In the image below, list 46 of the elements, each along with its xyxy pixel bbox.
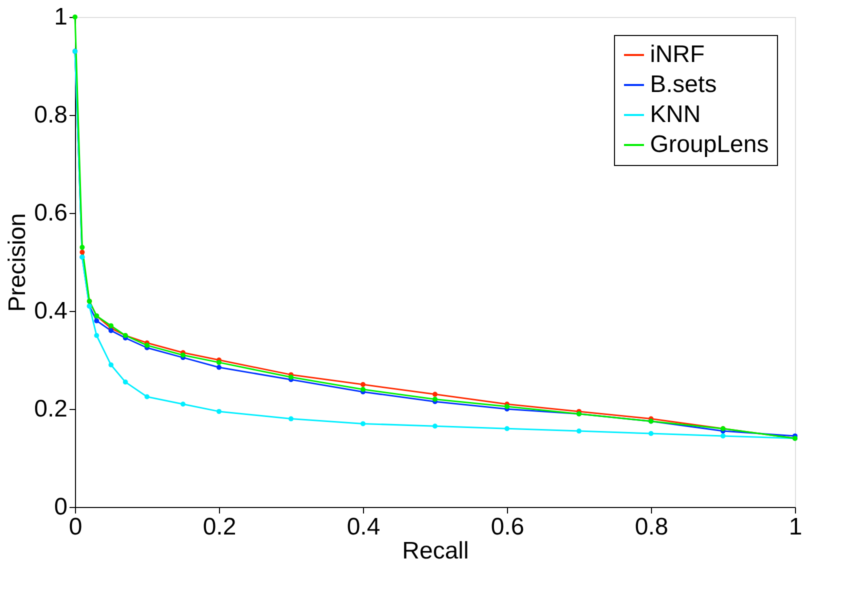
point: [720, 433, 726, 438]
point: [108, 362, 114, 368]
y-tick-label: 1: [54, 4, 68, 30]
point: [576, 428, 582, 434]
point: [80, 244, 85, 250]
point: [72, 14, 78, 20]
y-axis-title: Precision: [4, 213, 32, 312]
point: [648, 431, 654, 436]
point: [180, 402, 186, 407]
legend-label: B.sets: [650, 71, 717, 98]
point: [432, 392, 438, 397]
x-tick-label: 1: [788, 514, 802, 540]
y-tick-label: 0: [54, 494, 68, 520]
x-tick-label: 0.6: [490, 514, 524, 540]
point: [432, 396, 438, 402]
point: [504, 426, 510, 432]
point: [80, 250, 85, 255]
y-tick-label: 0.4: [34, 298, 68, 324]
point: [432, 424, 438, 429]
point: [94, 333, 100, 338]
y-tick-label: 0.8: [34, 102, 68, 128]
point: [144, 394, 150, 400]
x-axis-title: Recall: [402, 538, 469, 564]
legend-label: GroupLens: [650, 131, 769, 158]
point: [288, 374, 294, 380]
y-tick-label: 0.6: [34, 200, 68, 226]
point: [288, 416, 294, 422]
point: [360, 382, 366, 387]
point: [360, 386, 366, 392]
point: [216, 360, 222, 365]
point: [180, 352, 186, 358]
point: [108, 323, 114, 328]
x-tick-label: 0.8: [634, 514, 668, 540]
point: [94, 318, 100, 324]
point: [122, 380, 128, 385]
point: [360, 421, 366, 426]
legend-label: KNN: [650, 101, 701, 128]
point: [216, 364, 222, 370]
point: [144, 342, 150, 348]
point: [216, 408, 222, 414]
x-tick-label: 0.2: [202, 514, 236, 540]
point: [108, 328, 114, 334]
legend-label: iNRF: [650, 41, 705, 68]
x-tick-label: 0.4: [346, 514, 380, 540]
y-tick-label: 0.2: [34, 396, 68, 422]
point: [504, 404, 510, 410]
